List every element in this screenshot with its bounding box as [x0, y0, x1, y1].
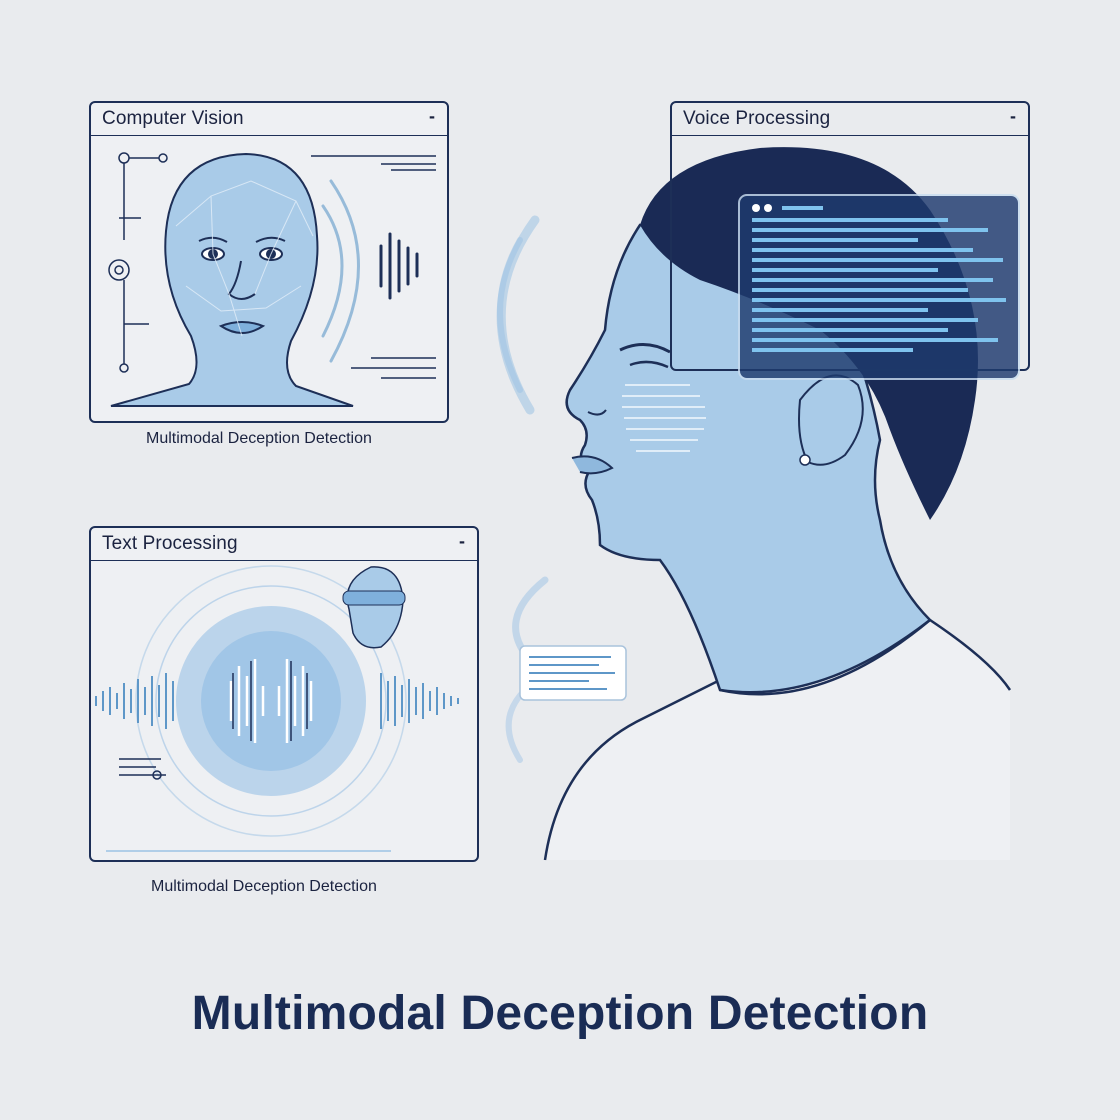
- panel-body: [91, 561, 477, 860]
- minimize-button[interactable]: -: [429, 106, 435, 126]
- panel-caption: Multimodal Deception Detection: [146, 430, 372, 447]
- minimize-button[interactable]: -: [1010, 106, 1016, 126]
- panel-header: Computer Vision -: [91, 103, 447, 136]
- connector-lines: [108, 152, 168, 373]
- panel-caption: Multimodal Deception Detection: [151, 878, 377, 895]
- text-processing-panel: Text Processing -: [89, 526, 479, 862]
- code-window-overlay: [738, 194, 1020, 380]
- computer-vision-panel: Computer Vision -: [89, 101, 449, 423]
- panel-title: Text Processing: [102, 533, 238, 554]
- panel-header: Voice Processing -: [672, 103, 1028, 136]
- panel-body: [91, 136, 447, 421]
- head-icon: [342, 566, 406, 649]
- main-title: Multimodal Deception Detection: [191, 987, 929, 1040]
- panel-header: Text Processing -: [91, 528, 477, 561]
- text-bubble: [519, 645, 627, 701]
- minimize-button[interactable]: -: [459, 531, 465, 551]
- face-scan-illustration: [108, 152, 436, 407]
- waveform-illustration: [95, 565, 459, 852]
- waveform-bars: [95, 673, 459, 729]
- panel-title: Voice Processing: [683, 108, 831, 129]
- panel-title: Computer Vision: [102, 108, 244, 129]
